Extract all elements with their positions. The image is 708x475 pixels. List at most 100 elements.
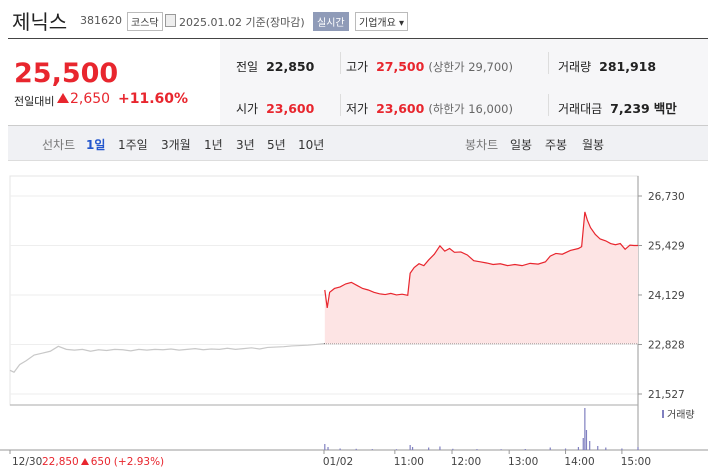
tab-label: 선차트	[42, 138, 76, 152]
prev-close-close: 22,850	[42, 456, 79, 468]
change-label: 전일대비	[14, 95, 55, 108]
x-tick-label: 12/30	[12, 456, 42, 468]
date-text: 2025.01.02	[179, 16, 242, 29]
divider	[8, 38, 708, 39]
item-value: 27,500	[376, 59, 425, 74]
volume-bar	[395, 449, 398, 450]
change-pct: +11.60%	[118, 91, 189, 107]
x-tick-label: 13:00	[508, 456, 538, 468]
item-value: 22,850	[266, 59, 315, 74]
volume-bar	[589, 441, 591, 450]
item-note: (하한가 16,000)	[428, 102, 513, 116]
volume-bar	[355, 448, 357, 450]
quote-item: 저가 23,600 (하한가 16,000)	[346, 98, 513, 117]
separator	[340, 52, 341, 74]
calendar-icon	[165, 14, 176, 27]
prev-close: 22,850 650 (+2.93%)	[42, 456, 164, 468]
x-tick-label: 15:00	[621, 456, 651, 468]
y-tick-label: 24,129	[648, 290, 685, 302]
quote-item: 고가 27,500 (상한가 29,700)	[346, 56, 513, 75]
item-label: 저가	[346, 102, 369, 116]
volume-bar	[500, 449, 502, 450]
tab[interactable]: 1주일	[118, 138, 148, 152]
tab-bar	[8, 126, 708, 161]
market: 코스닥	[127, 12, 163, 31]
tab[interactable]: 10년	[298, 138, 325, 152]
item-unit: 백만	[653, 101, 677, 116]
item-value: 281,918	[599, 59, 657, 74]
quote-item: 거래대금 7,239 백만	[558, 98, 677, 117]
item-value: 23,600	[376, 101, 425, 116]
quote-item: 전일 22,850	[236, 56, 314, 75]
change-value: 2,650	[70, 91, 111, 107]
tab-label: 봉차트	[465, 138, 499, 152]
legend-swatch	[662, 410, 664, 418]
x-tick-label: 01/02	[323, 456, 353, 468]
tab[interactable]: 일봉	[510, 138, 533, 152]
up-arrow	[57, 93, 69, 103]
item-value: 23,600	[266, 101, 315, 116]
item-value: 7,239	[610, 101, 650, 116]
up-arrow	[81, 458, 89, 465]
quote-item: 거래량 281,918	[558, 56, 656, 75]
date: 2025.01.02 기준(장마감)	[179, 14, 305, 30]
volume-bar	[339, 448, 341, 450]
volume-bar	[439, 446, 441, 450]
x-tick-label: 11:00	[394, 456, 424, 468]
stock-code: 381620	[80, 14, 122, 27]
change: 2,650	[56, 91, 110, 107]
volume-bar	[637, 447, 639, 450]
divider	[8, 125, 708, 126]
prev-close-change: 650	[91, 456, 111, 468]
tab[interactable]: 5년	[267, 138, 286, 152]
tab[interactable]: 1년	[204, 138, 223, 152]
volume-bar	[584, 408, 586, 450]
basis: 기준(장마감)	[245, 16, 305, 29]
tab[interactable]: 3년	[236, 138, 255, 152]
y-tick-label: 26,730	[648, 191, 685, 203]
volume-bar	[582, 438, 584, 450]
separator	[548, 94, 549, 116]
x-tick-label: 14:00	[564, 456, 594, 468]
line	[9, 343, 325, 373]
y-tick-label: 22,828	[648, 339, 685, 351]
tab[interactable]: 주봉	[545, 138, 568, 152]
y-tick-label: 25,429	[648, 241, 685, 253]
volume-bar	[524, 449, 526, 450]
volume-bar	[597, 446, 599, 450]
company-info-button[interactable]: 기업개요 ▾	[355, 12, 409, 31]
item-label: 거래량	[558, 60, 592, 74]
item-label: 고가	[346, 60, 369, 74]
y-tick-label: 21,527	[648, 389, 685, 401]
company-info: 기업개요	[359, 18, 396, 29]
tab[interactable]: 1일	[86, 138, 106, 152]
volume-bar	[324, 444, 326, 450]
volume-bar	[621, 448, 623, 450]
prev-close-pct: (+2.93%)	[114, 456, 164, 468]
volume-bar	[327, 447, 329, 450]
tab[interactable]: 월봉	[582, 138, 605, 152]
x-tick-label: 12:00	[451, 456, 481, 468]
volume-bar	[585, 430, 588, 450]
area	[324, 211, 638, 344]
item-label: 전일	[236, 60, 259, 74]
realtime-button[interactable]: 실시간	[313, 12, 349, 31]
volume-bar	[452, 448, 454, 450]
separator	[340, 94, 341, 116]
item-note: (상한가 29,700)	[428, 60, 513, 74]
volume-bar	[371, 449, 373, 450]
volume-bar	[428, 447, 430, 450]
tab[interactable]: 3개월	[161, 138, 191, 152]
stock-name: 제닉스	[12, 10, 68, 34]
volume-bar	[605, 447, 607, 450]
volume-bar	[411, 447, 414, 450]
volume-bar	[564, 448, 567, 450]
volume-bar	[549, 447, 551, 450]
volume-bar	[577, 447, 580, 450]
legend-label: 거래량	[667, 409, 695, 421]
item-label: 시가	[236, 102, 259, 116]
item-label: 거래대금	[558, 102, 603, 116]
line	[324, 211, 638, 308]
